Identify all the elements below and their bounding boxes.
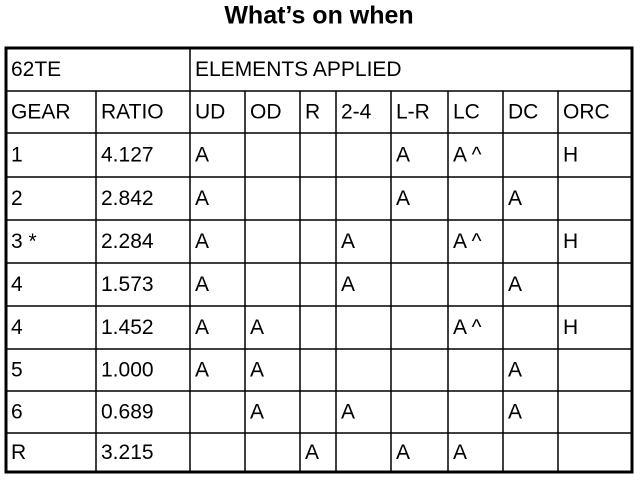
table-cell: A — [195, 273, 209, 296]
column-header: UD — [195, 101, 225, 124]
table-cell: A — [195, 359, 209, 382]
table-cell: 4 — [11, 273, 23, 296]
column-header: OD — [250, 101, 282, 124]
table-top-label: 62TE — [11, 58, 61, 81]
table-cell: A — [396, 441, 410, 464]
table-cell: H — [563, 316, 578, 339]
table-cell: A — [341, 230, 355, 253]
title: What’s on when — [224, 2, 413, 30]
table-cell: A — [250, 359, 264, 382]
table-cell: A — [508, 273, 522, 296]
table-cell: A — [305, 441, 319, 464]
table-cell: 5 — [11, 359, 23, 382]
column-header: RATIO — [101, 101, 164, 124]
table-cell: 6 — [11, 401, 23, 424]
column-header: DC — [508, 101, 538, 124]
table-cell: 1.452 — [101, 316, 154, 339]
table-cell: 4 — [11, 316, 23, 339]
table-cell: A — [195, 144, 209, 167]
table-cell: A ^ — [453, 230, 482, 253]
column-header: 2-4 — [341, 101, 372, 124]
table-cell: A — [341, 273, 355, 296]
column-header: L-R — [396, 101, 430, 124]
table-cell: A — [396, 187, 410, 210]
table-cell: 2.842 — [101, 187, 154, 210]
table-cell: A — [195, 316, 209, 339]
table-cell: R — [11, 441, 26, 464]
table-cell: A ^ — [453, 144, 482, 167]
table-cell: A — [250, 316, 264, 339]
table-cell: H — [563, 144, 578, 167]
table-cell: A — [341, 401, 355, 424]
table-cell: 3 * — [11, 230, 37, 253]
table-cell: A — [453, 441, 467, 464]
table-cell: 3.215 — [101, 441, 154, 464]
column-header: LC — [453, 101, 480, 124]
table-cell: A — [508, 187, 522, 210]
table-cell: 1.000 — [101, 359, 154, 382]
table-cell: A — [250, 401, 264, 424]
column-header: R — [305, 101, 320, 124]
table-cell: 1 — [11, 144, 23, 167]
table-border — [4, 46, 634, 474]
table-cell: 0.689 — [101, 401, 154, 424]
column-header: GEAR — [11, 101, 71, 124]
table-cell: A — [508, 401, 522, 424]
table-cell: 1.573 — [101, 273, 154, 296]
table-cell: A — [396, 144, 410, 167]
table-cell: 4.127 — [101, 144, 154, 167]
table-cell: A ^ — [453, 316, 482, 339]
table-cell: A — [508, 359, 522, 382]
table-cell: A — [195, 230, 209, 253]
table-cell: 2.284 — [101, 230, 154, 253]
table-cell: 2 — [11, 187, 23, 210]
table-top-label: ELEMENTS APPLIED — [195, 58, 402, 81]
table-cell: H — [563, 230, 578, 253]
column-header: ORC — [563, 101, 610, 124]
table-cell: A — [195, 187, 209, 210]
